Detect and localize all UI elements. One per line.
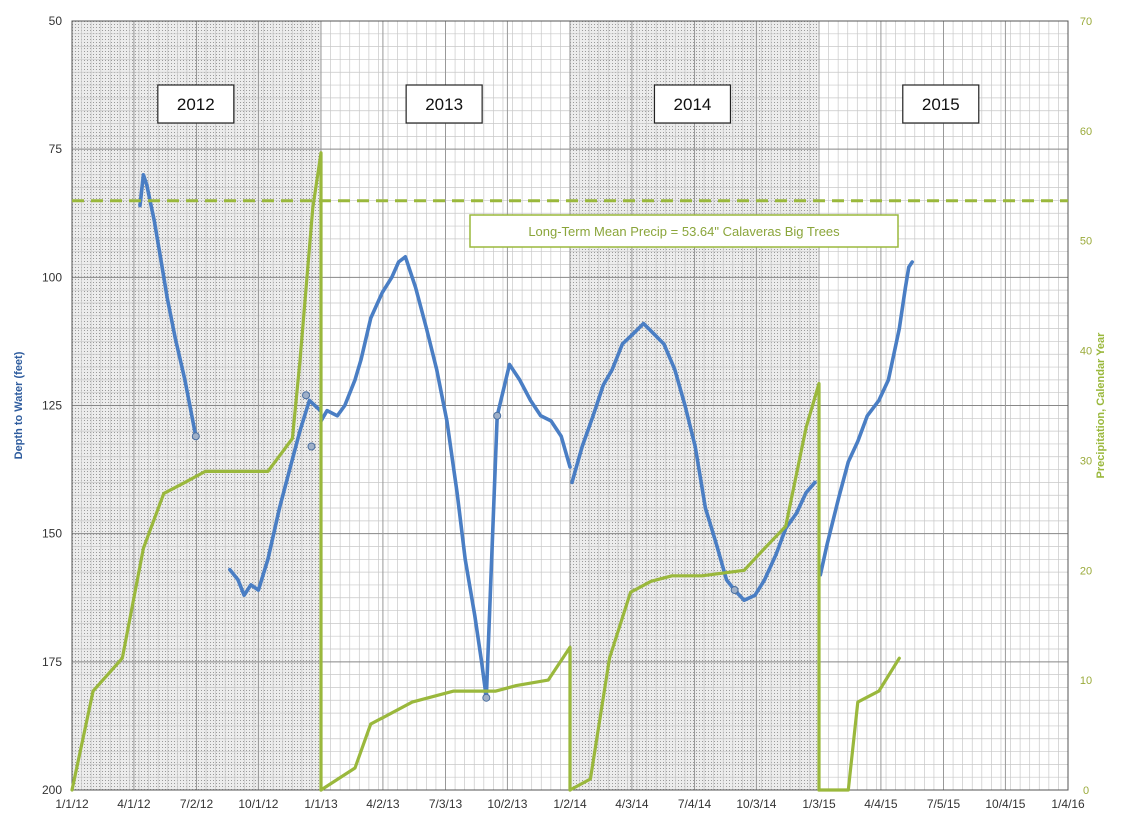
- x-tick-label: 7/5/15: [927, 797, 961, 811]
- depth-to-water-line: [319, 255, 572, 700]
- measurement-marker: [730, 586, 739, 595]
- x-tick-label: 4/4/15: [864, 797, 898, 811]
- measurement-marker: [191, 432, 200, 441]
- mean-precip-label: Long-Term Mean Precip = 53.64" Calaveras…: [528, 224, 840, 239]
- y-axis-title: Depth to Water (feet): [13, 351, 25, 459]
- y2-tick-label: 70: [1080, 16, 1092, 28]
- year-label: 2015: [922, 95, 960, 114]
- precipitation-line: [319, 645, 572, 792]
- x-tick-label: 1/1/13: [304, 797, 338, 811]
- x-tick-label: 1/4/16: [1051, 797, 1085, 811]
- y2-tick-label: 20: [1080, 565, 1092, 577]
- precipitation-line: [568, 381, 821, 792]
- y2-axis-title: Precipitation, Calendar Year: [1095, 332, 1107, 479]
- y-tick-label: 150: [42, 527, 62, 541]
- year-label: 2014: [674, 95, 712, 114]
- y2-tick-label: 10: [1080, 675, 1092, 687]
- x-tick-label: 1/2/14: [553, 797, 587, 811]
- y2-tick-label: 40: [1080, 346, 1092, 358]
- x-tick-label: 10/2/13: [487, 797, 527, 811]
- y-tick-label: 175: [42, 655, 62, 669]
- year-label: 2013: [425, 95, 463, 114]
- y-tick-label: 75: [49, 142, 63, 156]
- x-tick-label: 4/1/12: [117, 797, 151, 811]
- y-tick-label: 200: [42, 783, 62, 797]
- x-tick-label: 10/3/14: [736, 797, 776, 811]
- x-tick-label: 7/2/12: [180, 797, 214, 811]
- x-tick-label: 10/4/15: [985, 797, 1025, 811]
- x-tick-label: 1/1/12: [55, 797, 89, 811]
- depth-to-water-line: [818, 260, 914, 577]
- y2-tick-label: 30: [1080, 455, 1092, 467]
- precipitation-line: [817, 656, 901, 792]
- year-label: 2012: [177, 95, 215, 114]
- x-tick-label: 7/4/14: [678, 797, 712, 811]
- y2-tick-label: 50: [1080, 236, 1092, 248]
- depth-to-water-line: [228, 398, 323, 597]
- y-tick-label: 50: [49, 14, 63, 28]
- measurement-marker: [307, 442, 316, 451]
- depth-to-water-line: [138, 173, 198, 439]
- x-tick-label: 1/3/15: [802, 797, 836, 811]
- year-label-box: [902, 84, 980, 124]
- measurement-marker: [493, 411, 502, 420]
- measurement-marker: [482, 693, 491, 702]
- y2-tick-label: 0: [1083, 785, 1089, 797]
- precipitation-line: [70, 151, 323, 792]
- year-label-box: [405, 84, 483, 124]
- x-tick-label: 4/2/13: [366, 797, 400, 811]
- measurement-marker: [302, 391, 311, 400]
- year-label-box: [653, 84, 732, 124]
- mean-precip-box: [469, 214, 899, 248]
- depth-to-water-line: [570, 321, 817, 603]
- x-tick-label: 4/3/14: [615, 797, 649, 811]
- y-tick-label: 100: [42, 270, 62, 284]
- x-tick-label: 7/3/13: [429, 797, 463, 811]
- y-tick-label: 125: [42, 399, 62, 413]
- year-label-box: [157, 84, 235, 124]
- y2-tick-label: 60: [1080, 126, 1092, 138]
- x-tick-label: 10/1/12: [238, 797, 278, 811]
